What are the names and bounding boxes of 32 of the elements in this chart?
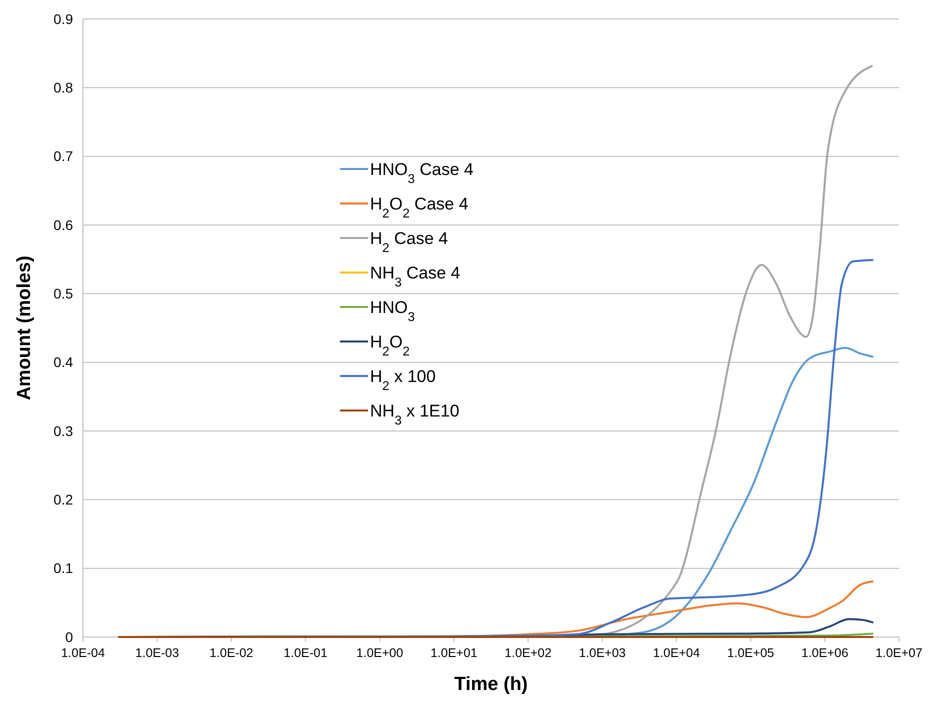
x-tick-label: 1.0E+07 bbox=[876, 646, 923, 660]
legend-label: H$_{2}$ x 100 bbox=[370, 366, 436, 392]
legend-label: H$_{2}$ Case 4 bbox=[370, 228, 448, 254]
x-tick-label: 1.0E-02 bbox=[209, 646, 254, 660]
y-tick-label: 0.3 bbox=[54, 422, 74, 439]
legend-label: NH$_{3}$ x 1E10 bbox=[370, 401, 460, 427]
x-tick-label: 1.0E+06 bbox=[801, 646, 848, 660]
y-tick-label: 0.2 bbox=[54, 492, 74, 508]
legend-label: NH$_{3}$ Case 4 bbox=[370, 263, 460, 289]
legend-label: HNO$_{3}$ bbox=[370, 298, 415, 324]
legend-label: H$_{2}$O$_{2}$ bbox=[370, 332, 410, 358]
y-tick-label: 0.4 bbox=[54, 354, 74, 370]
x-tick-label: 1.0E-01 bbox=[284, 646, 328, 660]
y-tick-label: 0.6 bbox=[54, 216, 74, 233]
x-tick-label: 1.0E-04 bbox=[61, 646, 105, 660]
x-tick-label: 1.0E+04 bbox=[652, 646, 700, 660]
x-tick-label: 1.0E+01 bbox=[430, 646, 478, 660]
y-tick-label: 0.8 bbox=[54, 80, 74, 96]
x-axis-title: Time (h) bbox=[454, 674, 528, 695]
y-tick-label: 0.1 bbox=[54, 560, 74, 576]
x-tick-label: 1.0E+05 bbox=[727, 646, 774, 660]
y-tick-label: 0.5 bbox=[54, 286, 74, 302]
y-tick-label: 0.7 bbox=[54, 148, 74, 164]
x-tick-label: 1.0E-03 bbox=[135, 646, 180, 660]
x-tick-label: 1.0E+02 bbox=[504, 646, 552, 660]
x-tick-label: 1.0E+03 bbox=[578, 646, 626, 660]
y-tick-label: 0 bbox=[65, 628, 74, 645]
y-axis-title: Amount (moles) bbox=[14, 256, 35, 400]
x-tick-label: 1.0E+00 bbox=[356, 646, 404, 660]
y-tick-label: 0.9 bbox=[54, 10, 74, 27]
legend-label: H$_{2}$O$_{2}$ Case 4 bbox=[370, 194, 468, 220]
legend-label: HNO$_{3}$ Case 4 bbox=[370, 160, 474, 186]
